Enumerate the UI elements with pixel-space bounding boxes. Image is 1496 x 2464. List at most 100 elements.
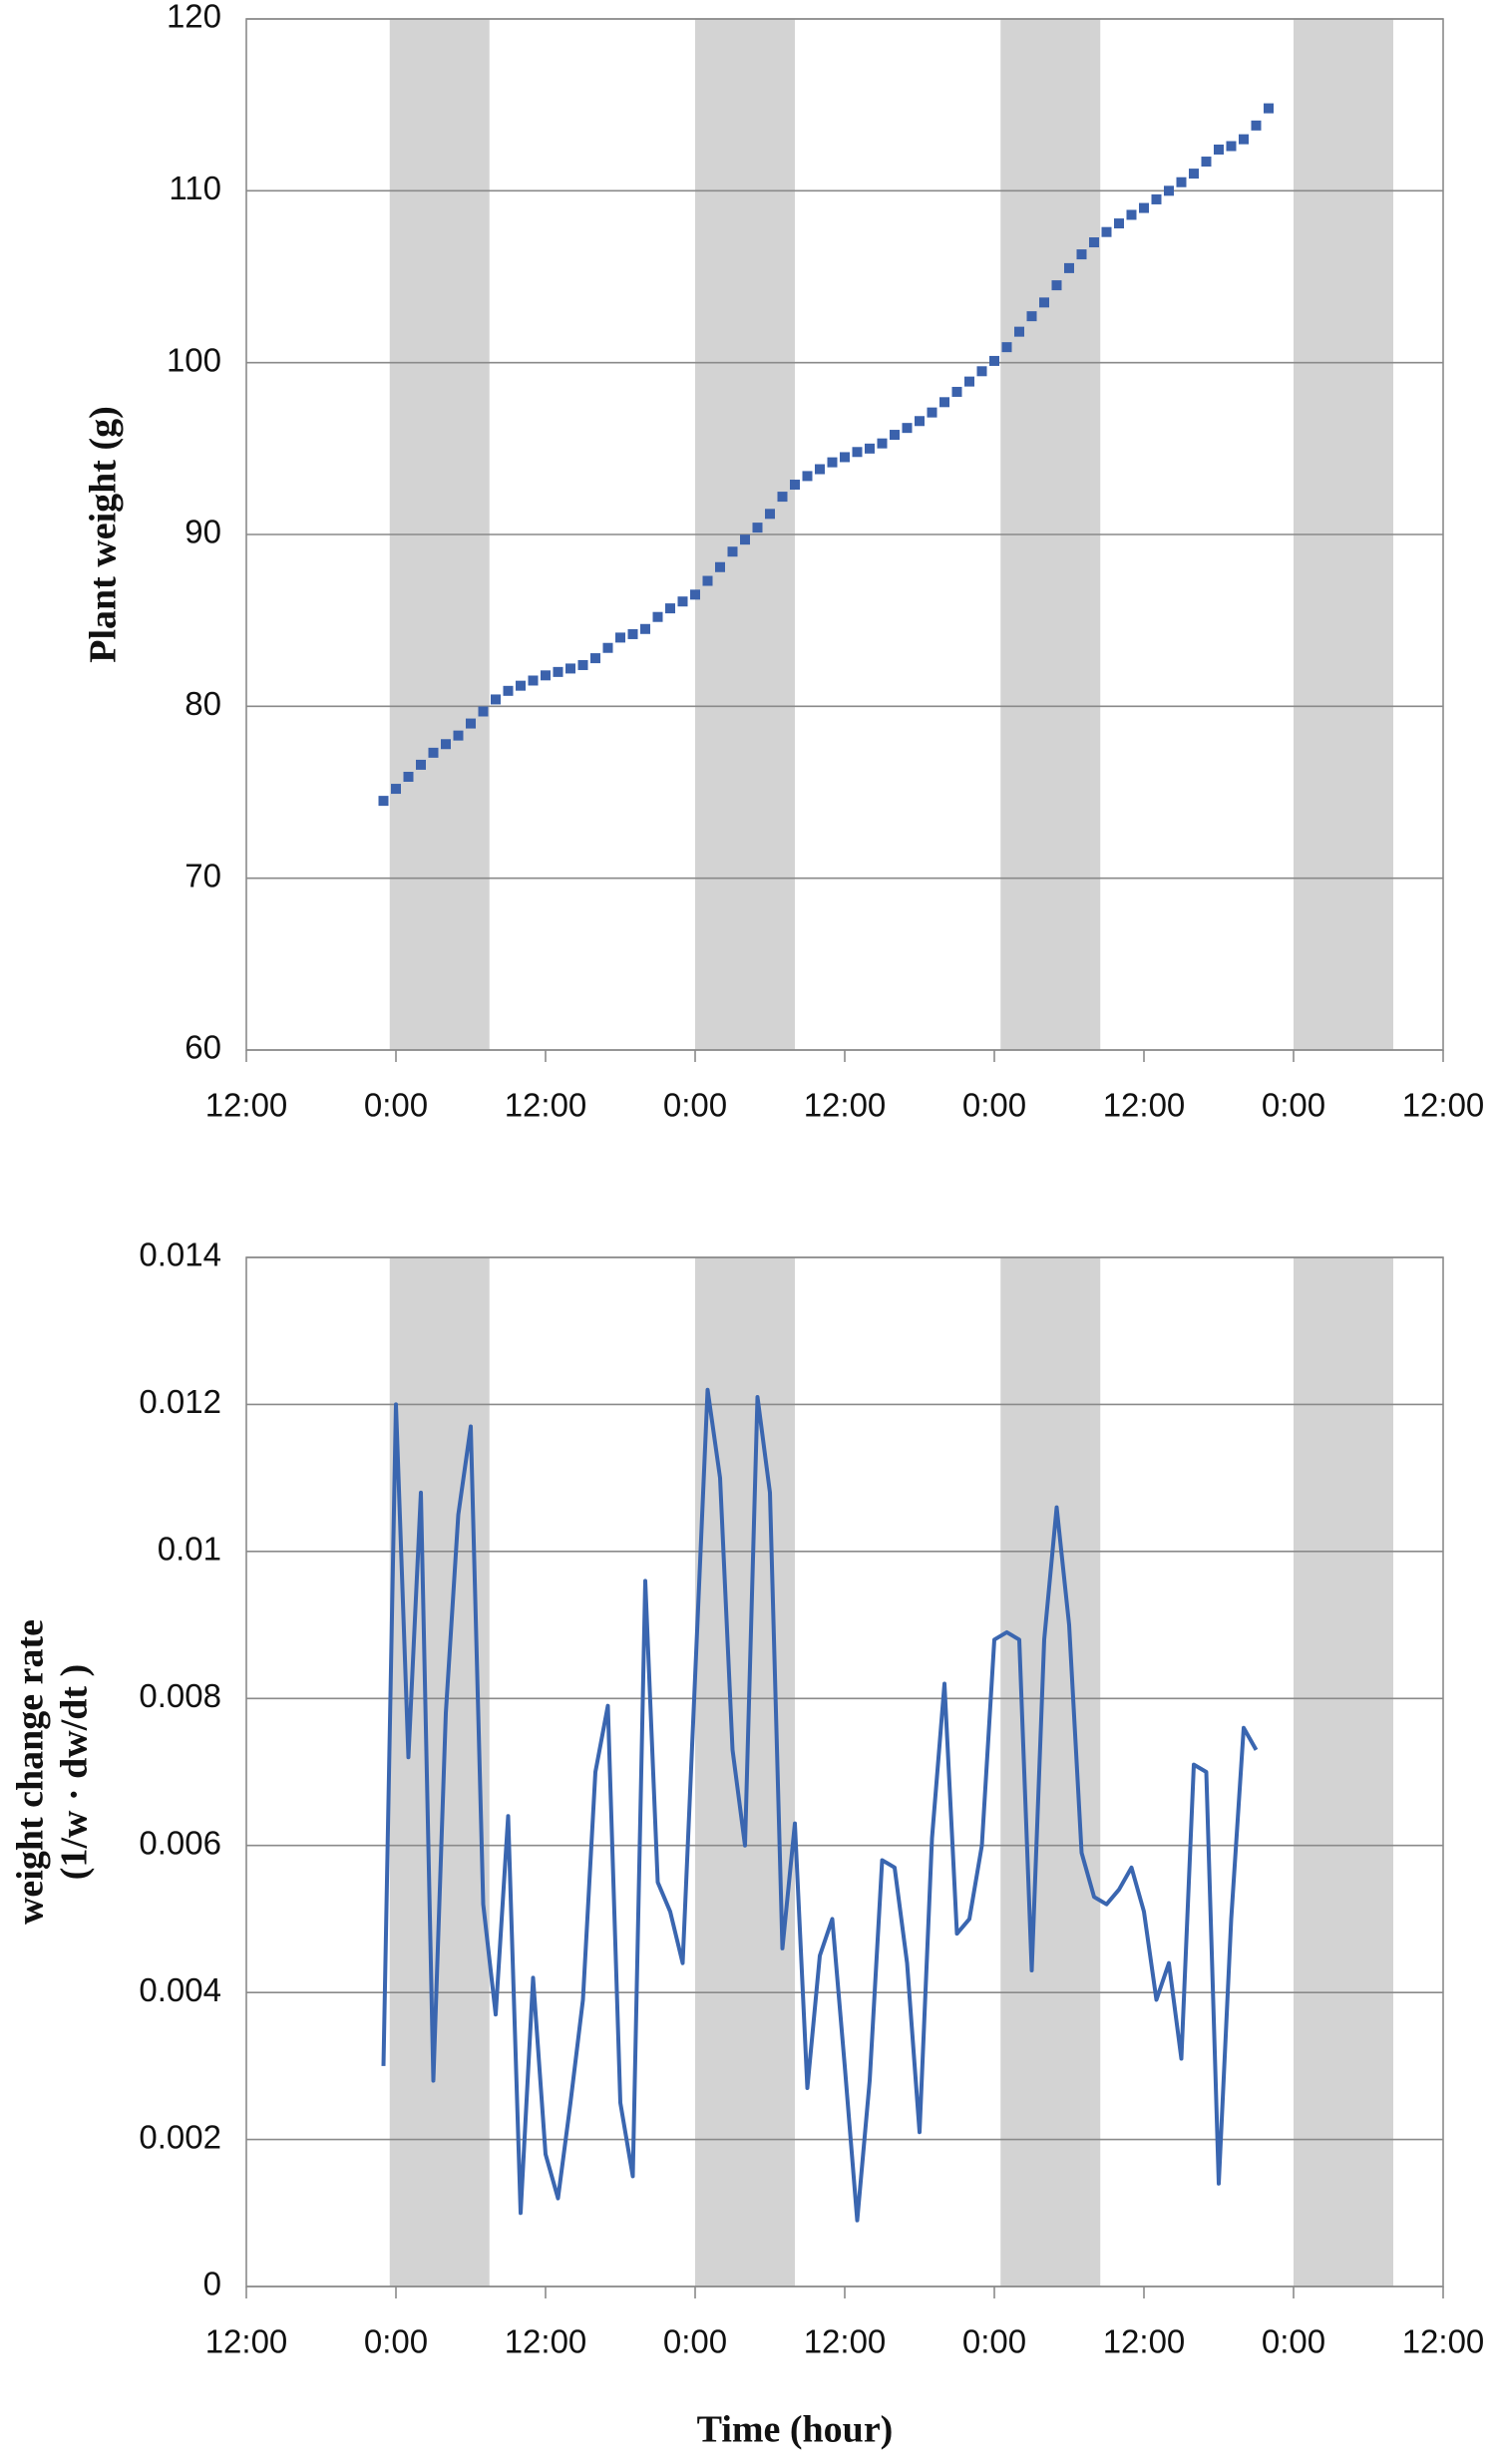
x-tick-label: 12:00 xyxy=(505,1087,587,1124)
y-tick-label: 60 xyxy=(185,1029,221,1066)
data-point xyxy=(602,642,613,653)
data-point xyxy=(640,623,650,634)
data-point xyxy=(1239,134,1249,145)
x-tick-label: 12:00 xyxy=(1402,1087,1485,1124)
y-tick-label: 80 xyxy=(185,685,221,722)
data-point xyxy=(927,407,937,418)
data-point xyxy=(827,457,838,468)
data-point xyxy=(752,523,763,533)
data-point xyxy=(441,739,451,750)
data-point xyxy=(702,575,713,586)
data-point xyxy=(939,397,949,408)
data-point xyxy=(1126,209,1137,220)
y-tick-label: 90 xyxy=(185,514,221,550)
data-point xyxy=(964,376,974,387)
data-line xyxy=(381,1387,1259,2223)
x-tick-label: 12:00 xyxy=(205,1087,288,1124)
data-point xyxy=(690,589,700,600)
data-point xyxy=(1251,120,1262,131)
y-tick-label: 0.002 xyxy=(139,2118,221,2155)
data-point xyxy=(677,596,688,607)
data-point xyxy=(378,796,389,807)
y-tick-label: 0.004 xyxy=(139,1971,221,2008)
night-band xyxy=(389,1257,490,2287)
data-point xyxy=(951,386,962,397)
x-tick-label: 0:00 xyxy=(1262,2323,1325,2360)
data-point xyxy=(877,438,888,449)
data-point xyxy=(466,718,476,729)
data-point xyxy=(1189,169,1199,179)
y-tick-label: 0.008 xyxy=(139,1677,221,1714)
data-point xyxy=(715,561,725,572)
data-point xyxy=(541,670,551,681)
data-point xyxy=(740,534,750,545)
data-point xyxy=(627,628,638,639)
x-tick-label: 0:00 xyxy=(1262,1087,1325,1124)
y-tick-label: 0.014 xyxy=(139,1236,221,1273)
x-tick-label: 0:00 xyxy=(663,1087,727,1124)
data-point xyxy=(577,659,588,670)
data-point xyxy=(1151,193,1162,204)
x-tick-label: 12:00 xyxy=(1103,1087,1186,1124)
x-tick-label: 0:00 xyxy=(364,1087,428,1124)
y-tick-label: 0.01 xyxy=(158,1531,221,1568)
x-tick-label: 12:00 xyxy=(804,2323,887,2360)
y-tick-label: 100 xyxy=(167,341,221,378)
data-point xyxy=(1164,185,1174,196)
data-point xyxy=(491,694,501,705)
data-point xyxy=(1176,176,1187,187)
data-point xyxy=(516,680,526,691)
data-point xyxy=(815,464,825,475)
data-point xyxy=(1064,262,1074,273)
data-point xyxy=(1039,297,1049,308)
data-point xyxy=(1001,342,1012,353)
data-point xyxy=(777,492,788,503)
night-band xyxy=(1294,1257,1393,2287)
data-point xyxy=(403,771,414,782)
data-point xyxy=(453,730,464,741)
data-point xyxy=(1226,141,1237,152)
data-point xyxy=(590,653,600,664)
data-point xyxy=(727,546,738,557)
y-axis-title: Plant weight (g) xyxy=(83,406,125,663)
y-axis-title: weight change rate xyxy=(10,1619,52,1925)
data-point xyxy=(1139,202,1149,213)
data-point xyxy=(416,759,426,770)
data-point xyxy=(840,452,850,463)
night-band xyxy=(1000,1257,1101,2287)
data-point xyxy=(902,423,913,434)
data-point xyxy=(478,706,489,717)
data-point xyxy=(1264,103,1274,114)
x-tick-label: 0:00 xyxy=(663,2323,727,2360)
data-point xyxy=(615,632,625,643)
y-tick-label: 70 xyxy=(185,857,221,893)
x-tick-label: 12:00 xyxy=(505,2323,587,2360)
data-point xyxy=(665,603,675,614)
x-tick-label: 12:00 xyxy=(1103,2323,1186,2360)
y-axis-title: (1/w · dw/dt ) xyxy=(54,1664,96,1880)
x-tick-label: 12:00 xyxy=(1402,2323,1485,2360)
data-point xyxy=(890,430,900,441)
data-point xyxy=(1026,311,1037,322)
x-tick-label: 12:00 xyxy=(804,1087,887,1124)
y-tick-label: 120 xyxy=(167,0,221,35)
data-point xyxy=(503,685,514,696)
x-tick-label: 0:00 xyxy=(962,2323,1026,2360)
y-tick-label: 0.006 xyxy=(139,1824,221,1861)
x-tick-label: 0:00 xyxy=(364,2323,428,2360)
data-point xyxy=(1089,237,1099,248)
x-tick-label: 12:00 xyxy=(205,2323,288,2360)
data-point xyxy=(1076,249,1087,260)
data-point xyxy=(1214,144,1224,155)
data-point xyxy=(565,663,575,674)
data-point xyxy=(528,675,539,686)
x-tick-label: 0:00 xyxy=(962,1087,1026,1124)
data-point xyxy=(976,366,987,377)
data-point xyxy=(852,447,863,458)
data-point xyxy=(428,747,439,758)
data-point xyxy=(1101,226,1112,237)
data-point xyxy=(553,666,563,677)
data-point xyxy=(652,611,663,622)
data-point xyxy=(790,480,800,491)
y-tick-label: 0.012 xyxy=(139,1383,221,1420)
